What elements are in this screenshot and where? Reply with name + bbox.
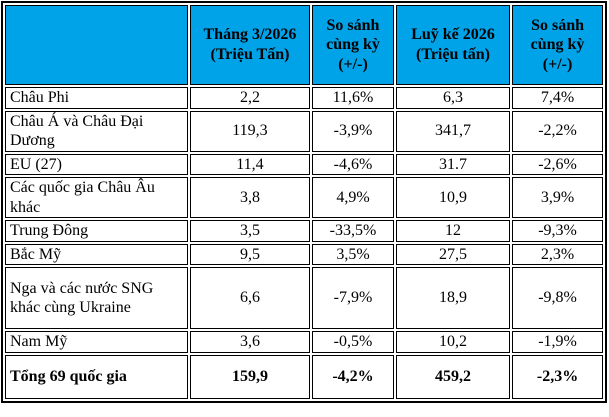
value-cell: -9,8% — [512, 267, 603, 330]
table-row: Các quốc gia Châu Âu khác 3,8 4,9% 10,9 3,9% — [5, 177, 603, 219]
header-cell-cumulative-volume: Luỹ kế 2026 (Triệu tấn) — [395, 5, 511, 85]
value-cell: 3,5% — [312, 243, 394, 266]
value-cell: 159,9 — [189, 354, 311, 399]
table-row: Châu Á và Châu Đại Dương 119,3 -3,9% 341,7-… — [5, 110, 603, 152]
value-cell: 2,3% — [512, 243, 603, 266]
table-row: Trung Đông 3,5 -33,5% 12 -9,3% — [5, 220, 603, 242]
value-cell: 31.7 — [395, 153, 511, 176]
value-cell: 9,5 — [189, 243, 311, 266]
value-cell: 6,6 — [189, 267, 311, 330]
value-cell: -2,2% — [512, 110, 603, 152]
table-row: Bắc Mỹ 9,5 3,5% 27,5 2,3% — [5, 243, 603, 266]
value-cell: -33,5% — [312, 220, 394, 242]
value-cell: 3,6 — [189, 331, 311, 353]
value-cell: 119,3 — [189, 110, 311, 152]
table-row: Nga và các nước SNG khác cùng Ukraine 6,6… — [5, 267, 603, 330]
statistics-table: Tháng 3/2026 (Triệu Tấn) So sánh cùng kỳ… — [1, 1, 607, 403]
value-cell: 3,9% — [512, 177, 603, 219]
value-cell: 2,2 — [189, 87, 311, 109]
value-cell: -4,6% — [312, 153, 394, 176]
value-cell: 459,2 — [395, 354, 511, 399]
region-label: Châu Phi — [5, 87, 188, 109]
region-label: Nam Mỹ — [5, 331, 188, 353]
value-cell: 11,6% — [312, 87, 394, 109]
value-cell: 7,4% — [512, 87, 603, 109]
header-cell-month-volume: Tháng 3/2026 (Triệu Tấn) — [189, 5, 311, 85]
region-label: Tổng 69 quốc gia — [5, 354, 188, 399]
table-header: Tháng 3/2026 (Triệu Tấn) So sánh cùng kỳ… — [5, 5, 603, 85]
value-cell: -2,3% — [512, 354, 603, 399]
region-label: Bắc Mỹ — [5, 243, 188, 266]
table-body: Châu Phi 2,2 11,6% 6,3 7,4% Châu Á và Châu Đạ… — [5, 87, 603, 399]
region-label: Trung Đông — [5, 220, 188, 242]
value-cell: 11,4 — [189, 153, 311, 176]
value-cell: 6,3 — [395, 87, 511, 109]
value-cell: 10,9 — [395, 177, 511, 219]
table-row: Châu Phi 2,2 11,6% 6,3 7,4% — [5, 87, 603, 109]
value-cell: -9,3% — [512, 220, 603, 242]
header-cell-region — [5, 5, 188, 85]
value-cell: -0,5% — [312, 331, 394, 353]
table-row: Nam Mỹ 3,6 -0,5% 10,2 -1,9% — [5, 331, 603, 353]
value-cell: 10,2 — [395, 331, 511, 353]
header-cell-cumulative-comparison: So sánh cùng kỳ (+/-) — [512, 5, 603, 85]
header-cell-month-comparison: So sánh cùng kỳ (+/-) — [312, 5, 394, 85]
total-row: Tổng 69 quốc gia 159,9 -4,2% 459,2 -2,3% — [5, 354, 603, 399]
value-cell: -1,9% — [512, 331, 603, 353]
value-cell: 27,5 — [395, 243, 511, 266]
value-cell: 12 — [395, 220, 511, 242]
value-cell: 3,5 — [189, 220, 311, 242]
table-row: EU (27) 11,4 -4,6% 31.7 -2,6% — [5, 153, 603, 176]
value-cell: -4,2% — [312, 354, 394, 399]
region-label: Các quốc gia Châu Âu khác — [5, 177, 188, 219]
value-cell: 4,9% — [312, 177, 394, 219]
value-cell: 341,7 — [395, 110, 511, 152]
value-cell: -3,9% — [312, 110, 394, 152]
header-row: Tháng 3/2026 (Triệu Tấn) So sánh cùng kỳ… — [5, 5, 603, 85]
region-label: Nga và các nước SNG khác cùng Ukraine — [5, 267, 188, 330]
region-label: EU (27) — [5, 153, 188, 176]
value-cell: 18,9 — [395, 267, 511, 330]
value-cell: 3,8 — [189, 177, 311, 219]
value-cell: -7,9% — [312, 267, 394, 330]
region-label: Châu Á và Châu Đại Dương — [5, 110, 188, 152]
value-cell: -2,6% — [512, 153, 603, 176]
